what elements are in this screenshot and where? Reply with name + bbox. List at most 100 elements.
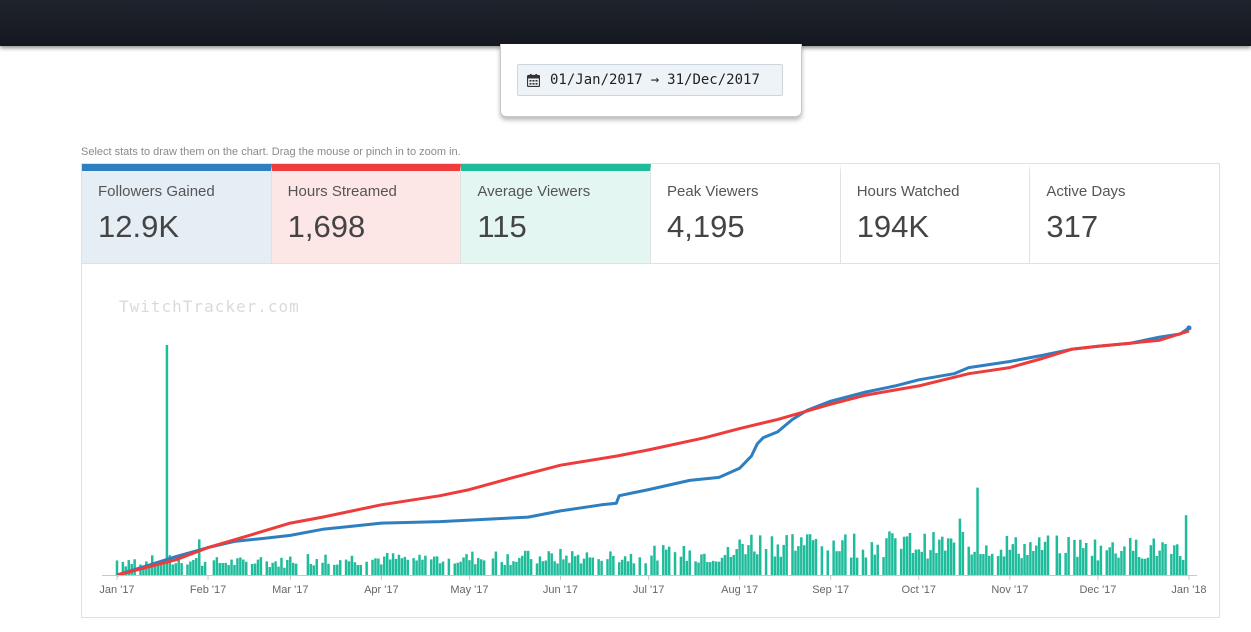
avg-viewers-bar	[973, 551, 976, 575]
avg-viewers-bar	[327, 563, 330, 575]
stat-hours-streamed[interactable]: Hours Streamed 1,698	[271, 164, 462, 263]
avg-viewers-bar	[1143, 558, 1147, 575]
avg-viewers-bar	[174, 563, 177, 575]
avg-viewers-bar	[518, 557, 521, 575]
avg-viewers-bar	[418, 554, 421, 575]
stat-label: Hours Streamed	[287, 183, 397, 200]
avg-viewers-bar	[735, 549, 738, 575]
avg-viewers-bar	[365, 561, 368, 575]
stat-value: 115	[477, 209, 527, 244]
avg-viewers-bar	[729, 556, 733, 575]
avg-viewers-bar	[197, 539, 201, 575]
avg-viewers-bar	[568, 562, 571, 575]
avg-viewers-bar	[371, 559, 374, 575]
hours-streamed-line	[116, 329, 1190, 577]
avg-viewers-bar	[1090, 555, 1094, 575]
avg-viewers-bar	[764, 549, 768, 575]
avg-viewers-bar	[412, 558, 415, 575]
avg-viewers-bar	[1105, 550, 1109, 575]
avg-viewers-bar	[597, 559, 600, 575]
avg-viewers-bar	[1055, 535, 1059, 575]
avg-viewers-bar	[1114, 553, 1117, 575]
avg-viewers-bar	[192, 559, 195, 575]
avg-viewers-bar	[1035, 545, 1038, 575]
avg-viewers-bar	[805, 534, 809, 575]
avg-viewers-bar	[861, 549, 865, 575]
avg-viewers-bar	[1011, 544, 1015, 575]
stat-value: 317	[1046, 209, 1099, 244]
stat-value: 194K	[856, 209, 930, 244]
avg-viewers-bar	[1170, 553, 1173, 575]
avg-viewers-bar	[609, 551, 612, 575]
avg-viewers-bar	[474, 564, 477, 575]
avg-viewers-bar	[394, 558, 398, 575]
stats-bar: Followers Gained 12.9K Hours Streamed 1,…	[81, 163, 1220, 264]
avg-viewers-bar	[294, 563, 298, 575]
avg-viewers-bar	[612, 555, 615, 575]
arrow-right-icon: →	[650, 72, 660, 88]
avg-viewers-bar	[556, 563, 559, 575]
watermark: TwitchTracker.com	[119, 297, 300, 316]
avg-viewers-bar	[432, 556, 436, 575]
avg-viewers-bar	[926, 558, 929, 575]
avg-viewers-bar	[917, 549, 921, 575]
avg-viewers-bar	[1176, 544, 1179, 575]
avg-viewers-bar	[873, 554, 876, 575]
avg-viewers-bar	[758, 535, 762, 575]
avg-viewers-bar	[756, 554, 759, 575]
avg-viewers-bar	[374, 558, 377, 575]
avg-viewers-bar	[309, 564, 313, 575]
avg-viewers-bar	[820, 546, 824, 575]
avg-viewers-bar	[826, 550, 829, 575]
avg-viewers-bar	[312, 565, 316, 575]
avg-viewers-bar	[1096, 560, 1100, 575]
x-tick-label: Jan '17	[99, 584, 134, 596]
avg-viewers-bar	[177, 557, 180, 575]
avg-viewers-bar	[943, 550, 947, 575]
avg-viewers-bar	[570, 551, 574, 575]
avg-viewers-bar	[700, 554, 703, 575]
chart-hint: Select stats to draw them on the chart. …	[81, 146, 461, 158]
avg-viewers-bar	[159, 560, 163, 575]
avg-viewers-bar	[347, 561, 351, 575]
avg-viewers-bar	[324, 554, 327, 575]
avg-viewers-bar	[1093, 539, 1097, 575]
avg-viewers-bar	[291, 562, 295, 575]
avg-viewers-bar	[1026, 554, 1029, 575]
avg-viewers-bar	[203, 561, 207, 575]
x-tick-label: Mar '17	[272, 584, 308, 596]
avg-viewers-bar	[697, 562, 700, 575]
avg-viewers-bar	[967, 546, 970, 575]
avg-viewers-bar	[565, 555, 568, 575]
avg-viewers-bar	[600, 560, 603, 575]
stat-label: Followers Gained	[98, 183, 215, 200]
avg-viewers-bar	[1064, 552, 1067, 575]
avg-viewers-bar	[550, 553, 553, 575]
avg-viewers-bar	[441, 561, 445, 575]
stat-followers-gained[interactable]: Followers Gained 12.9K	[82, 164, 272, 263]
avg-viewers-bar	[753, 551, 756, 575]
avg-viewers-bar	[153, 561, 157, 575]
avg-viewers-bar	[794, 550, 797, 575]
avg-viewers-bar	[738, 539, 741, 575]
avg-viewers-bar	[494, 551, 498, 575]
avg-viewers-bar	[985, 545, 988, 575]
avg-viewers-bar	[949, 538, 953, 575]
stat-hours-watched[interactable]: Hours Watched 194K	[841, 164, 1031, 263]
stat-peak-viewers[interactable]: Peak Viewers 4,195	[651, 164, 841, 263]
date-start: 01/Jan/2017	[550, 72, 643, 88]
date-range-picker[interactable]: 01/Jan/2017 → 31/Dec/2017	[517, 64, 783, 96]
avg-viewers-bar	[1158, 550, 1161, 575]
avg-viewers-bar	[283, 567, 286, 575]
avg-viewers-bar	[1099, 545, 1103, 575]
avg-viewers-bar	[770, 536, 774, 575]
stats-chart[interactable]: Jan '17 Feb '17 Mar '17 Apr '17 May '17 Jun '…	[82, 264, 1220, 617]
avg-viewers-bar	[1008, 549, 1012, 575]
x-tick-label: Nov '17	[991, 584, 1028, 596]
avg-viewers-bar	[397, 554, 401, 575]
stat-active-days[interactable]: Active Days 317	[1030, 164, 1219, 263]
avg-viewers-bar	[1117, 557, 1120, 575]
chart-area[interactable]: Jan '17 Feb '17 Mar '17 Apr '17 May '17 Jun '…	[81, 264, 1220, 618]
stat-average-viewers[interactable]: Average Viewers 115	[461, 164, 652, 263]
avg-viewers-bar	[882, 557, 885, 575]
